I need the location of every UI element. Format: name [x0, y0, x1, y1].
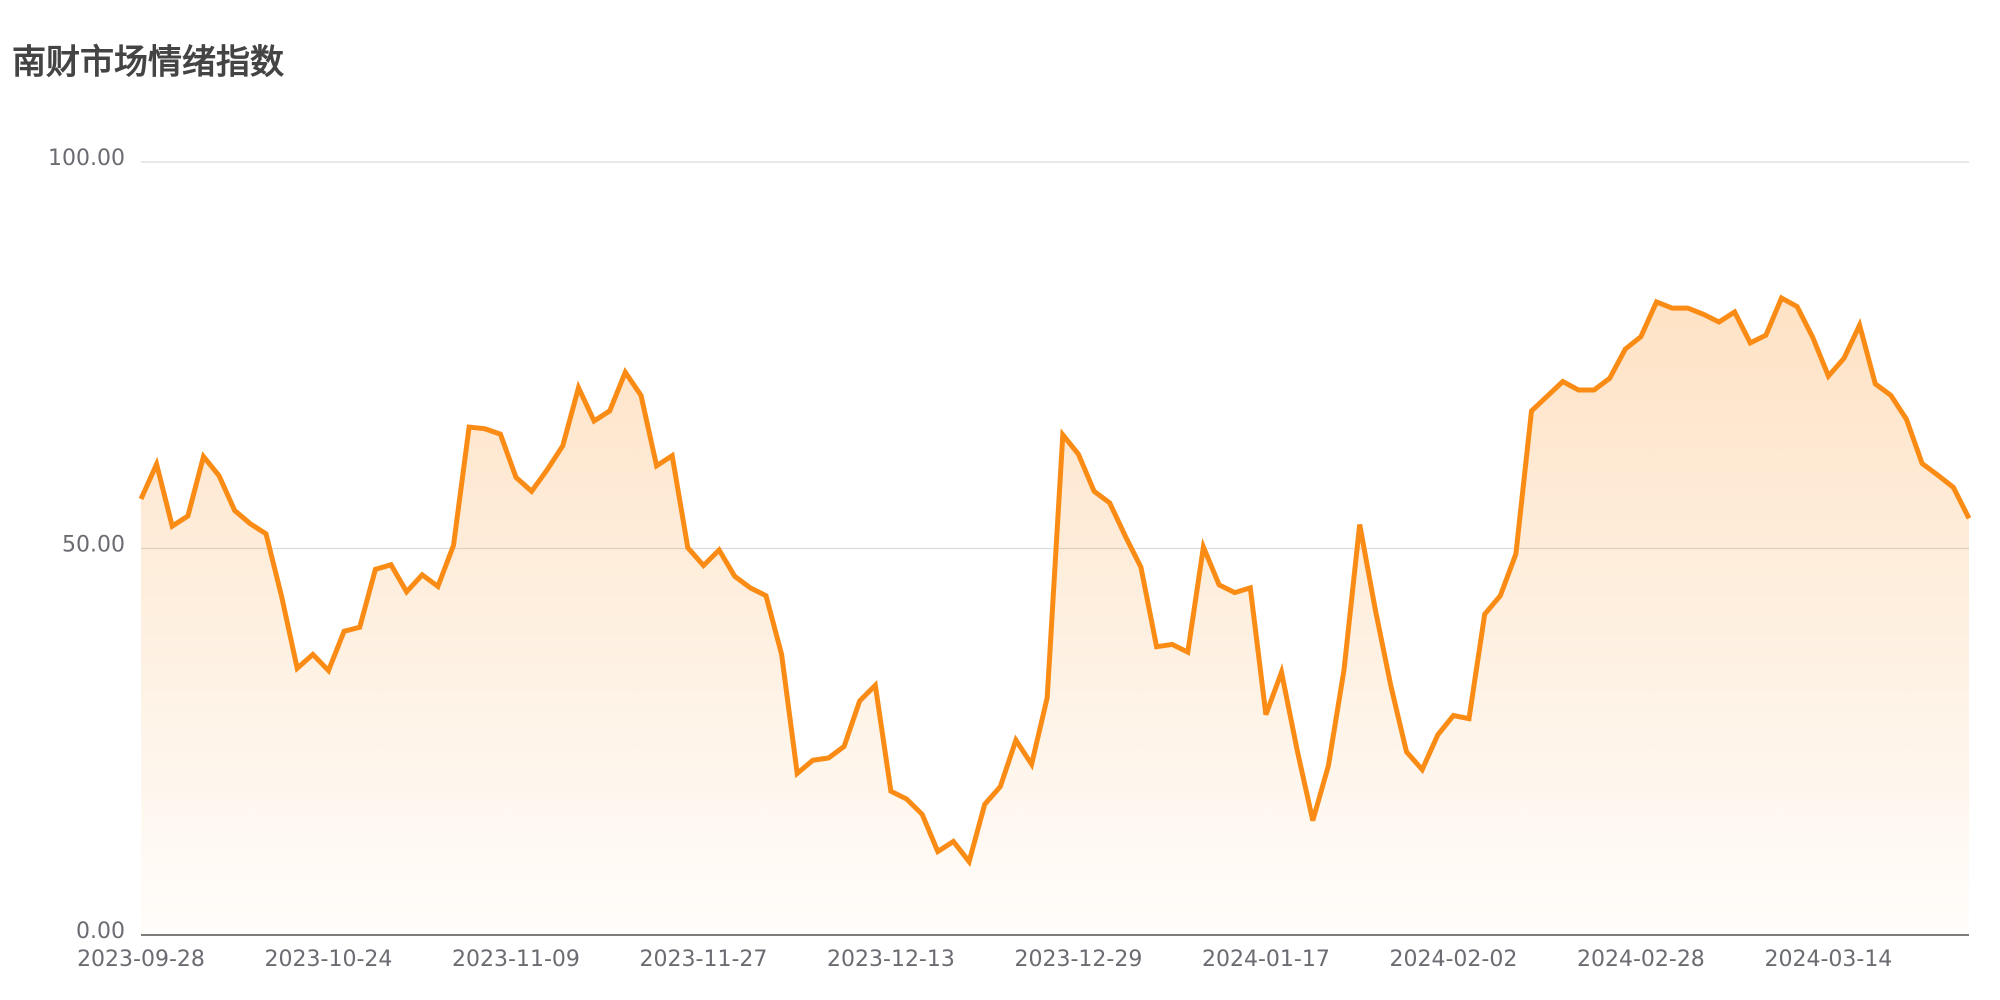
x-tick-label: 2024-02-28 [1577, 947, 1705, 972]
x-tick-label: 2024-02-02 [1389, 947, 1517, 972]
y-tick-label: 50.00 [62, 533, 125, 558]
x-tick-label: 2023-09-28 [77, 947, 205, 972]
x-tick-label: 2023-11-09 [452, 947, 580, 972]
x-tick-label: 2023-11-27 [640, 947, 768, 972]
x-tick-label: 2024-01-17 [1202, 947, 1330, 972]
x-tick-label: 2024-03-14 [1764, 947, 1892, 972]
x-tick-label: 2023-10-24 [265, 947, 393, 972]
y-tick-label: 100.00 [48, 146, 125, 171]
y-tick-label: 0.00 [76, 919, 125, 944]
x-tick-label: 2023-12-29 [1015, 947, 1143, 972]
area [141, 298, 1969, 935]
line [138, 294, 1972, 868]
chart-title: 南财市场情绪指数 [12, 43, 284, 83]
x-tick-label: 2023-12-13 [827, 947, 955, 972]
